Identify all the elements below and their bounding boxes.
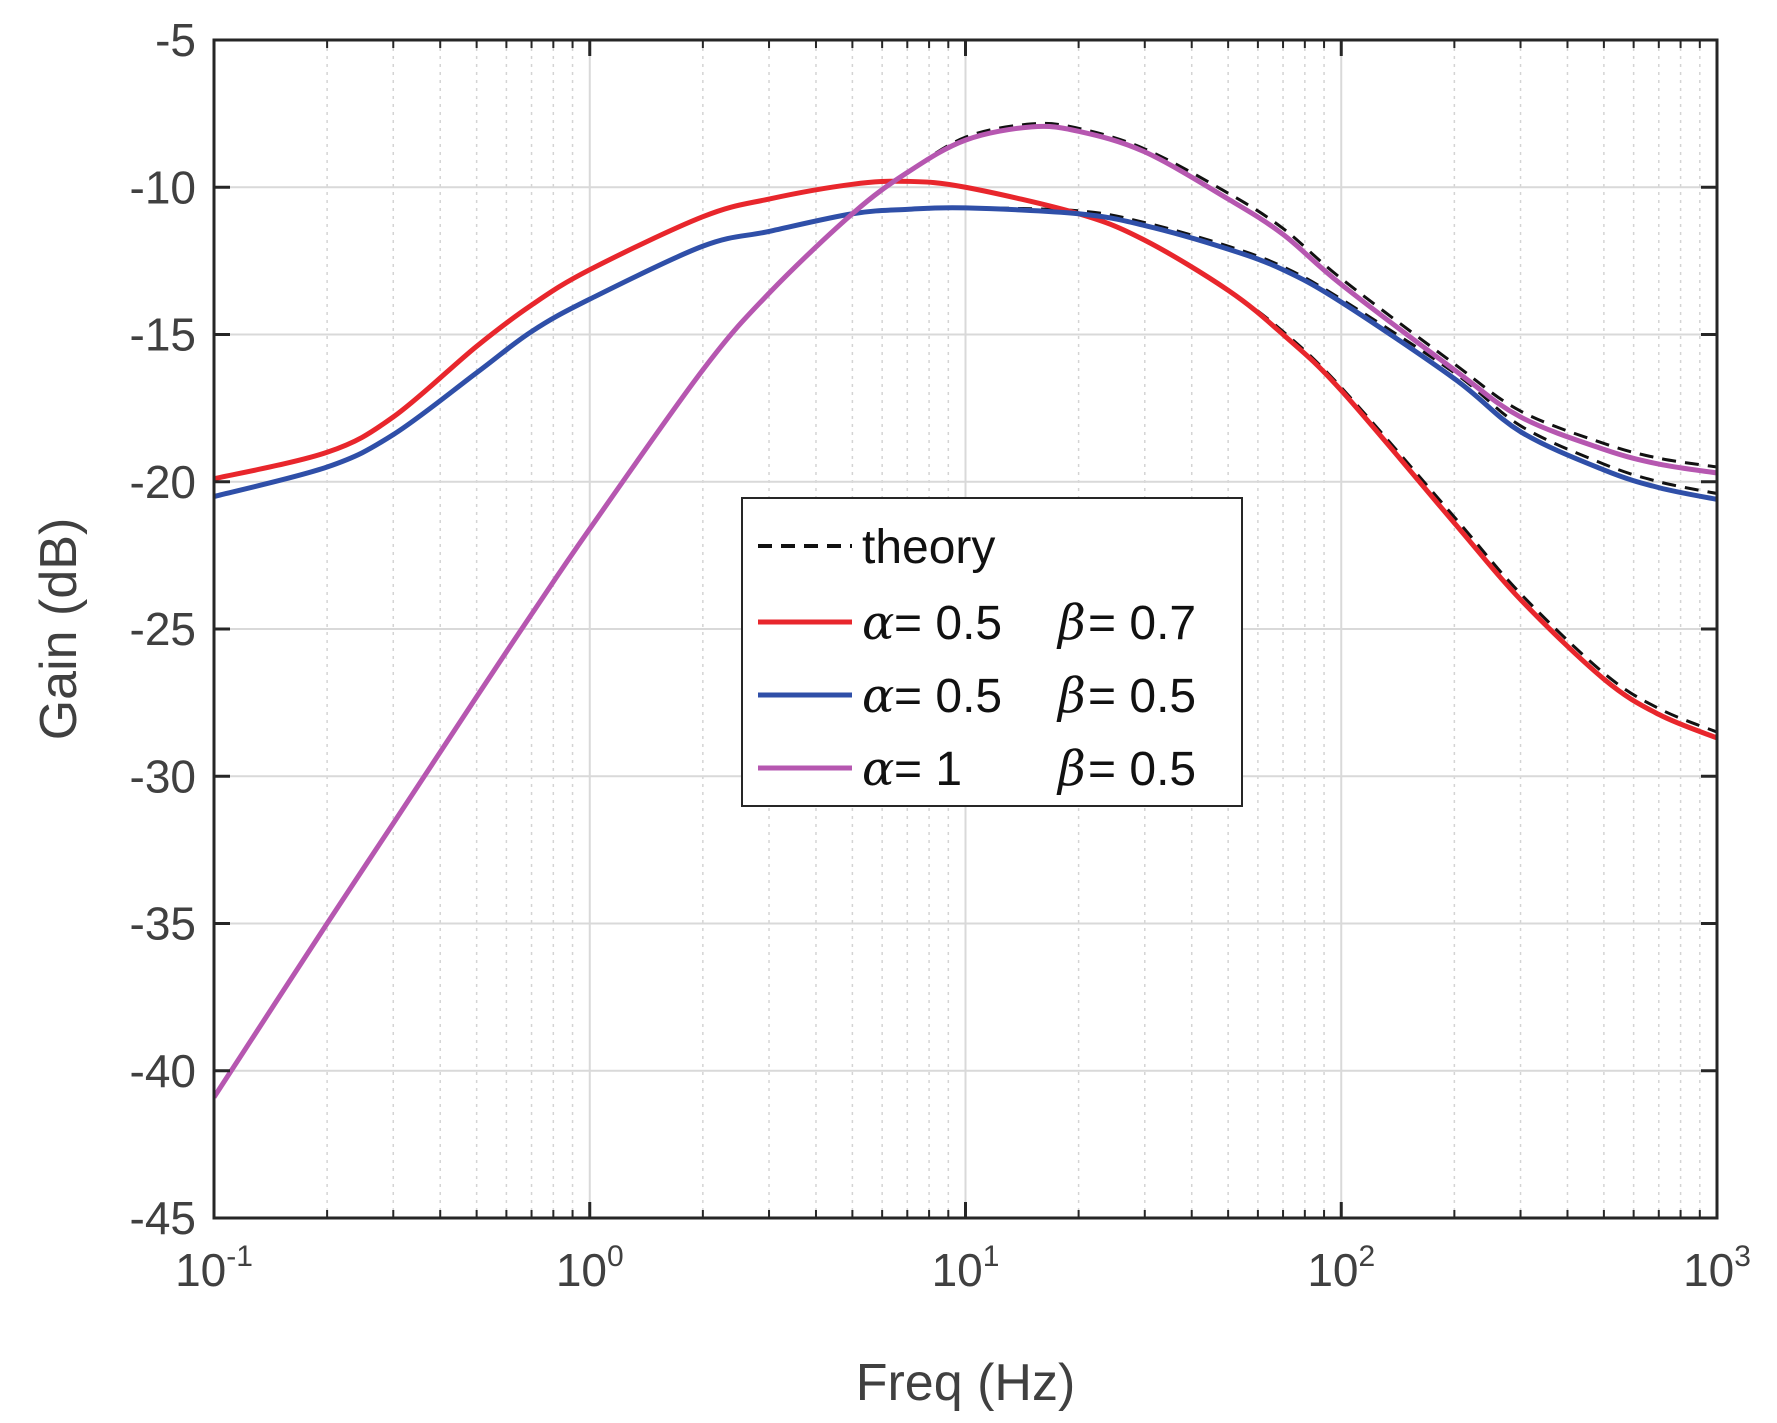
y-axis-title: Gain (dB) [30, 518, 88, 741]
legend-beta-symbol: β [1056, 595, 1086, 651]
y-tick-label: -45 [130, 1192, 196, 1244]
y-tick-label: -30 [130, 750, 196, 802]
y-tick-label: -25 [130, 603, 196, 655]
legend-alpha-symbol: α [862, 668, 894, 724]
x-tick-label: 100 [556, 1240, 624, 1296]
axis-ticks: 10-1 100 101 102 103 -5 -10 -15 -20 -25 -30 -35 -40 -… [130, 14, 1751, 1296]
y-tick-label: -15 [130, 309, 196, 361]
legend-label-3: α = 1 β = 0.5 [862, 741, 1196, 797]
theory-line-1 [214, 179, 1717, 734]
y-tick-label: -5 [155, 14, 196, 66]
x-tick-label: 102 [1307, 1240, 1375, 1296]
legend-beta-value: = 0.5 [1088, 743, 1196, 796]
x-tick-label: 103 [1683, 1240, 1751, 1296]
legend-alpha-value: = 1 [894, 743, 962, 796]
legend-beta-symbol: β [1056, 741, 1086, 797]
legend-label-theory: theory [862, 521, 995, 574]
legend-box [741, 497, 1243, 807]
legend-beta-value: = 0.7 [1088, 597, 1196, 650]
legend-label-1: α = 0.5 β = 0.7 [862, 595, 1196, 651]
legend-beta-value: = 0.5 [1088, 670, 1196, 723]
legend-alpha-value: = 0.5 [894, 670, 1002, 723]
series-line-2 [214, 205, 1717, 502]
legend-alpha-value: = 0.5 [894, 597, 1002, 650]
series-layer [214, 121, 1717, 1099]
series-line-1 [214, 178, 1717, 741]
series-line-3 [214, 123, 1717, 1099]
y-tick-label: -40 [130, 1045, 196, 1097]
legend-label-2: α = 0.5 β = 0.5 [862, 668, 1196, 724]
y-tick-label: -20 [130, 456, 196, 508]
series-group [214, 121, 1717, 1099]
legend-beta-symbol: β [1056, 668, 1086, 724]
legend-alpha-symbol: α [862, 741, 894, 797]
y-tick-label: -10 [130, 161, 196, 213]
x-tick-label: 10-1 [175, 1240, 253, 1296]
y-tick-label: -35 [130, 898, 196, 950]
legend-alpha-symbol: α [862, 595, 894, 651]
x-tick-label: 101 [932, 1240, 1000, 1296]
x-axis-title: Freq (Hz) [856, 1354, 1076, 1412]
